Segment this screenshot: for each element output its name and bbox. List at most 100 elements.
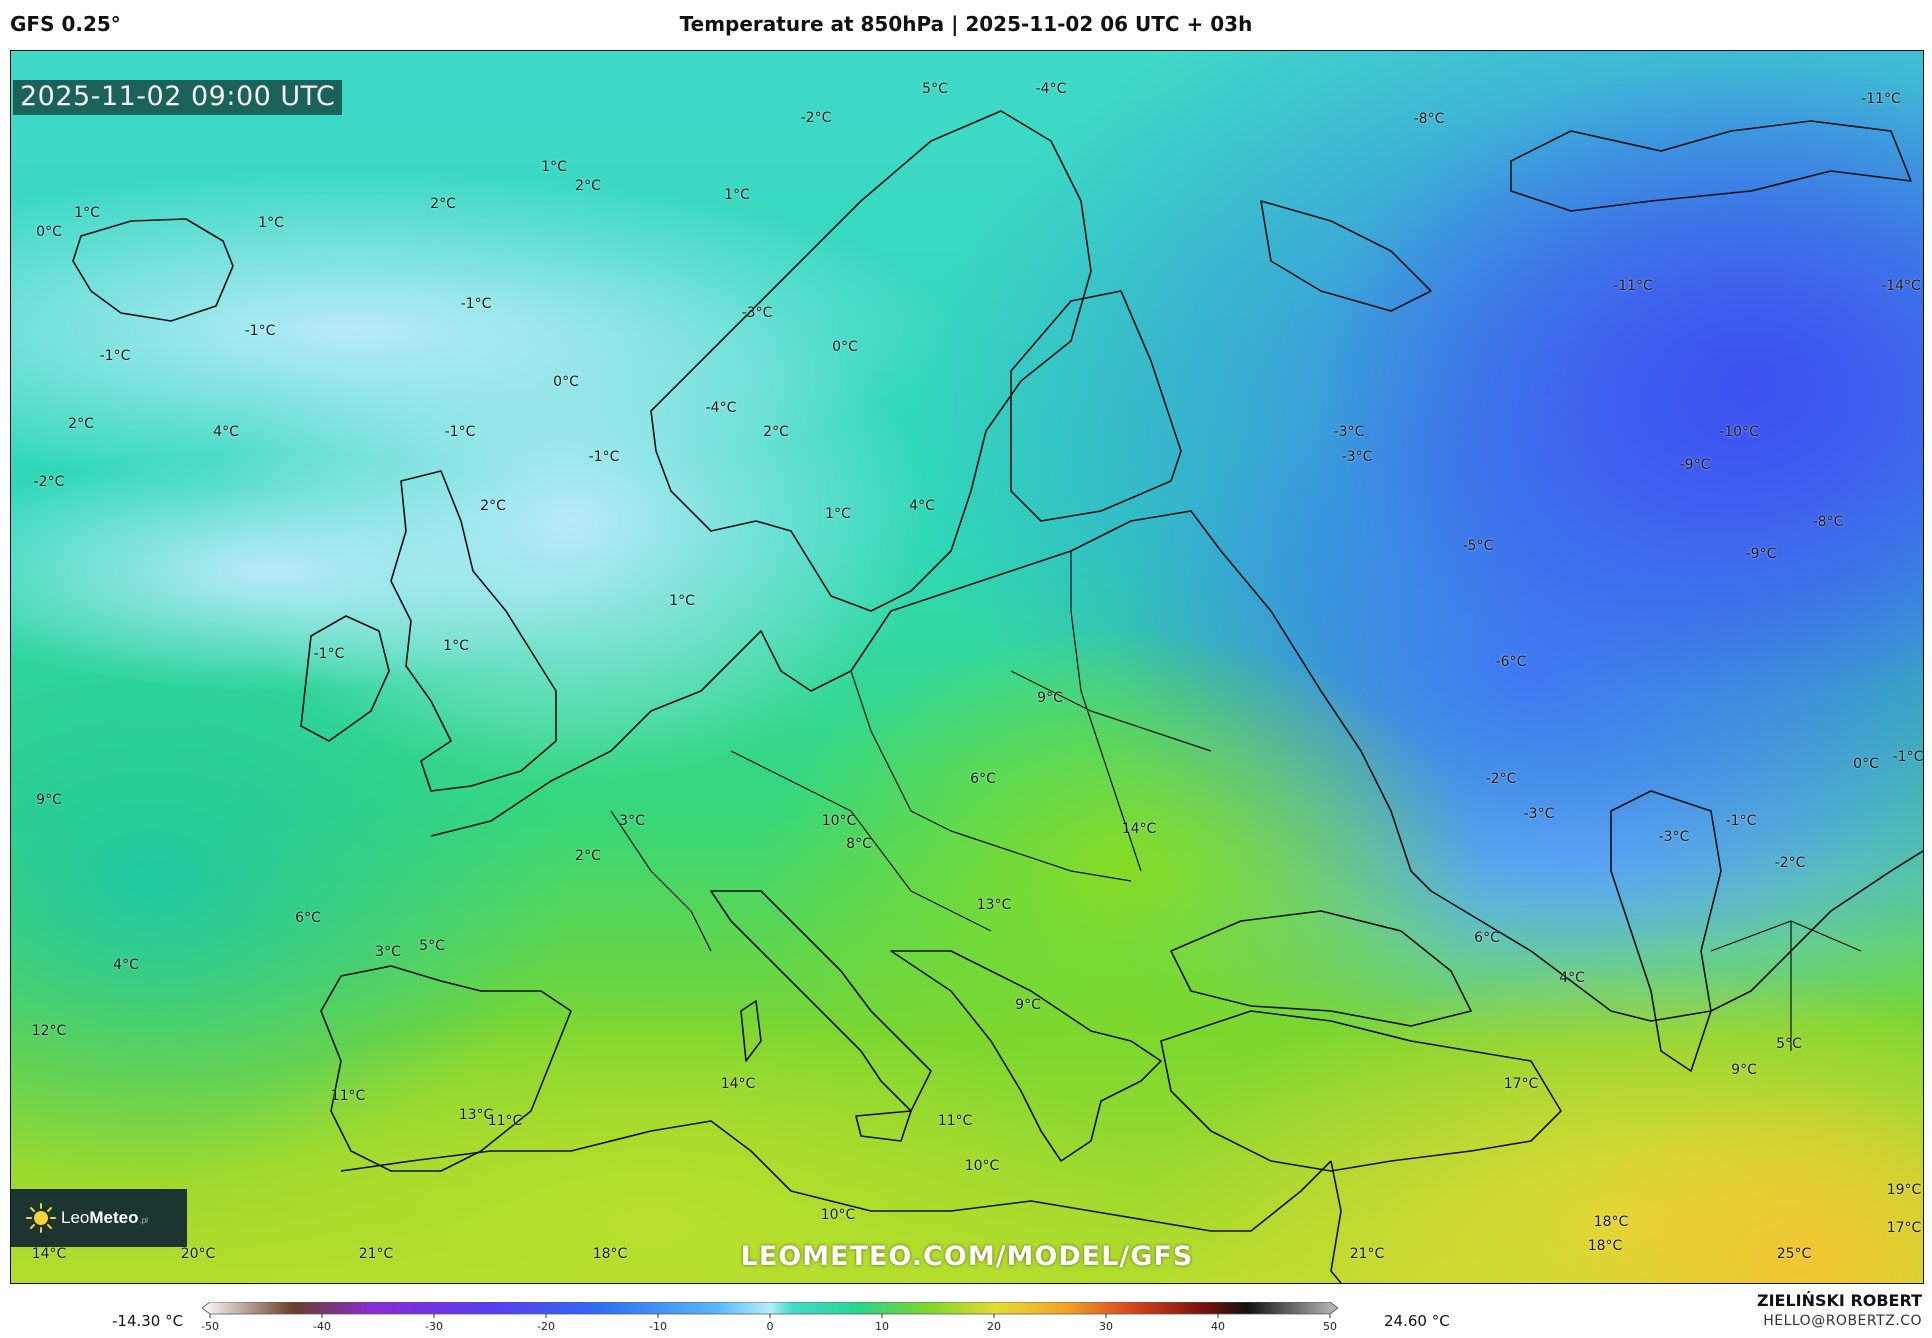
colorbar-tick-label: -30	[425, 1320, 443, 1333]
temperature-label: -3°C	[1333, 424, 1365, 440]
temperature-label: 6°C	[970, 771, 996, 787]
temperature-label: -1°C	[1892, 749, 1924, 765]
temperature-label: -3°C	[1341, 449, 1373, 465]
temperature-label: 1°C	[443, 638, 469, 654]
temperature-label: 25°C	[1776, 1246, 1812, 1262]
temperature-label: 4°C	[113, 957, 139, 973]
temperature-label: 1°C	[74, 205, 100, 221]
temperature-label: 0°C	[36, 224, 62, 240]
author-name: ZIELIŃSKI ROBERT	[1756, 1291, 1922, 1310]
temperature-label: 4°C	[213, 424, 239, 440]
temperature-label: 19°C	[1886, 1182, 1922, 1198]
temperature-label: 21°C	[1349, 1246, 1385, 1262]
temperature-label: 0°C	[832, 339, 858, 355]
temperature-label: 2°C	[480, 498, 506, 514]
colorbar-tick-label: 30	[1099, 1320, 1113, 1333]
temperature-label: 5°C	[1776, 1036, 1802, 1052]
colorbar-min-label: -14.30 °C	[112, 1312, 184, 1330]
temperature-label: 6°C	[295, 910, 321, 926]
temperature-label: -3°C	[741, 305, 773, 321]
temperature-label: 11°C	[937, 1113, 973, 1129]
colorbar-gradient	[201, 1302, 1339, 1315]
temperature-label: 9°C	[1037, 690, 1063, 706]
watermark-url: LEOMETEO.COM/MODEL/GFS	[740, 1241, 1194, 1272]
colorbar-tick-label: -20	[537, 1320, 555, 1333]
temperature-label: -1°C	[460, 296, 492, 312]
temperature-label: 2°C	[575, 178, 601, 194]
colorbar-tick-label: 50	[1323, 1320, 1337, 1333]
temperature-label: 13°C	[976, 897, 1012, 913]
temperature-label: 20°C	[180, 1246, 216, 1262]
temperature-label: 14°C	[720, 1076, 756, 1092]
temperature-label: 1°C	[258, 215, 284, 231]
temperature-label: 2°C	[763, 424, 789, 440]
temperature-label: -6°C	[1495, 654, 1527, 670]
temperature-label: 17°C	[1886, 1220, 1922, 1236]
temperature-label: 8°C	[846, 836, 872, 852]
temperature-label: -1°C	[244, 323, 276, 339]
temperature-label: -10°C	[1719, 424, 1759, 440]
temperature-label: 9°C	[1015, 997, 1041, 1013]
colorbar-tick-label: -10	[649, 1320, 667, 1333]
temperature-label: 9°C	[1731, 1062, 1757, 1078]
logo-text: LeoMeteo.pl	[61, 1208, 148, 1227]
temperature-label: -1°C	[313, 646, 345, 662]
temperature-map[interactable]: 2025-11-02 09:00 UTC 5°C -4°C -11°C -2°C -8°…	[10, 50, 1924, 1284]
temperature-label: 10°C	[821, 813, 857, 829]
leometeo-logo: LeoMeteo.pl	[11, 1189, 187, 1247]
temperature-label: 0°C	[553, 374, 579, 390]
temperature-label: 1°C	[724, 187, 750, 203]
temperature-label: 5°C	[922, 81, 948, 97]
temperature-label: 2°C	[68, 416, 94, 432]
temperature-label: -4°C	[1035, 81, 1067, 97]
temperature-label: -9°C	[1745, 546, 1777, 562]
temperature-label: 17°C	[1503, 1076, 1539, 1092]
temperature-label: 18°C	[1593, 1214, 1629, 1230]
author-email: HELLO@ROBERTZ.CO	[1763, 1313, 1922, 1329]
temperature-label: -8°C	[1413, 111, 1445, 127]
temperature-label: 12°C	[31, 1023, 67, 1039]
temperature-label: -5°C	[1462, 538, 1494, 554]
temperature-label: -3°C	[1658, 829, 1690, 845]
temperature-label: 1°C	[669, 593, 695, 609]
temperature-label: 6°C	[1474, 930, 1500, 946]
temperature-label: 4°C	[1559, 970, 1585, 986]
temperature-label: 21°C	[358, 1246, 394, 1262]
temperature-label: 9°C	[36, 792, 62, 808]
temperature-label: -9°C	[1679, 457, 1711, 473]
temperature-label: 0°C	[1853, 756, 1879, 772]
temperature-label: -4°C	[705, 400, 737, 416]
temperature-label: -1°C	[1725, 813, 1757, 829]
colorbar: -50 -40 -30 -20 -10 0 10 20 30 40 50	[201, 1302, 1339, 1333]
model-name: GFS 0.25°	[10, 12, 121, 36]
coastlines-borders	[72, 110, 1923, 1283]
temperature-label: 3°C	[619, 813, 645, 829]
temperature-label: 2°C	[430, 196, 456, 212]
colorbar-tick-label: 20	[987, 1320, 1001, 1333]
valid-time-stamp: 2025-11-02 09:00 UTC	[13, 80, 343, 115]
temperature-label: 5°C	[419, 938, 445, 954]
temperature-label: 11°C	[487, 1113, 523, 1129]
colorbar-tick-label: 40	[1211, 1320, 1225, 1333]
temperature-label: -2°C	[33, 474, 65, 490]
temperature-label: -11°C	[1613, 278, 1653, 294]
temperature-label: 4°C	[909, 498, 935, 514]
colorbar-tick-label: -40	[313, 1320, 331, 1333]
colorbar-tick-label: 0	[767, 1320, 774, 1333]
temperature-label: 1°C	[541, 159, 567, 175]
temperature-label: -2°C	[1774, 855, 1806, 871]
temperature-label: 13°C	[458, 1107, 494, 1123]
temperature-label: 2°C	[575, 848, 601, 864]
temperature-label: 18°C	[1587, 1238, 1623, 1254]
temperature-label: -1°C	[99, 348, 131, 364]
temperature-label: 14°C	[1121, 821, 1157, 837]
colorbar-max-label: 24.60 °C	[1384, 1312, 1450, 1330]
temperature-label: -8°C	[1812, 514, 1844, 530]
colorbar-tick-label: -50	[201, 1320, 219, 1333]
temperature-label: 14°C	[31, 1246, 67, 1262]
temperature-label: 10°C	[964, 1158, 1000, 1174]
temperature-label: -11°C	[1861, 91, 1901, 107]
temperature-label: 1°C	[825, 506, 851, 522]
temperature-label: 18°C	[592, 1246, 628, 1262]
map-title: Temperature at 850hPa | 2025-11-02 06 UT…	[679, 12, 1253, 36]
